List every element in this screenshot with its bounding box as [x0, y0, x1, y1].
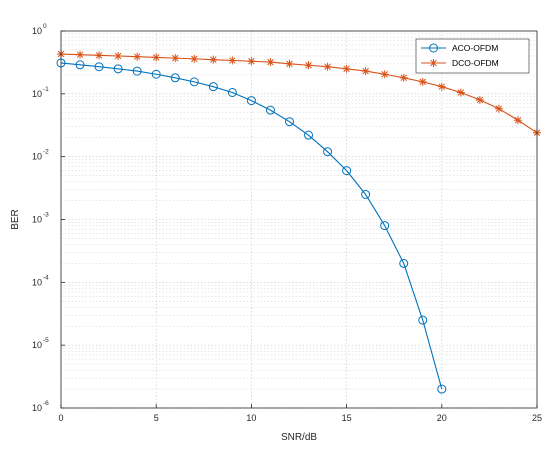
y-tick-label: 10: [32, 215, 42, 225]
data-point: [284, 117, 294, 127]
y-tick-exponent: -2: [43, 149, 49, 156]
data-point: [437, 384, 447, 394]
data-point: [380, 221, 390, 231]
y-tick-exponent: -3: [43, 212, 49, 219]
grid: [60, 30, 538, 409]
data-point: [494, 104, 503, 113]
data-point: [418, 77, 427, 86]
x-tick-label: 25: [532, 413, 542, 423]
data-point: [285, 59, 294, 68]
y-tick-exponent: -5: [43, 337, 49, 344]
data-point: [304, 61, 313, 70]
data-point: [170, 73, 180, 83]
data-point: [304, 130, 314, 140]
data-point: [246, 96, 256, 106]
legend-aco-marker: [429, 43, 438, 53]
data-point: [190, 54, 199, 63]
y-tick-label: 10: [32, 277, 42, 287]
x-tick-label: 5: [154, 413, 159, 423]
data-point: [113, 64, 123, 74]
y-tick-label: 10: [32, 89, 42, 99]
data-point: [361, 67, 370, 76]
y-tick-label: 10: [32, 26, 42, 36]
data-point: [399, 258, 409, 268]
data-point: [76, 50, 85, 59]
data-point: [95, 51, 104, 60]
data-point: [114, 52, 123, 61]
x-tick-label: 20: [437, 413, 447, 423]
y-tick-label: 10: [32, 340, 42, 350]
data-point: [171, 54, 180, 63]
y-tick-exponent: -6: [43, 400, 49, 407]
data-point: [189, 77, 199, 87]
data-point: [132, 66, 142, 76]
x-tick-label: 0: [58, 413, 63, 423]
data-point: [380, 70, 389, 79]
data-point: [361, 189, 371, 199]
data-point: [437, 82, 446, 91]
legend: ACO-OFDM DCO-OFDM: [415, 38, 530, 74]
data-point: [266, 58, 275, 67]
legend-dco-label: DCO-OFDM: [452, 58, 499, 68]
data-point: [228, 56, 237, 65]
data-point: [152, 53, 161, 62]
x-axis-label: SNR/dB: [281, 432, 317, 443]
legend-aco-label: ACO-OFDM: [452, 43, 498, 53]
data-point: [265, 105, 275, 115]
legend-box: [415, 38, 530, 74]
data-point: [513, 116, 522, 125]
x-tick-label: 15: [342, 413, 352, 423]
data-point: [247, 57, 256, 66]
data-point: [75, 60, 85, 70]
data-point: [342, 64, 351, 73]
data-point: [323, 147, 333, 157]
y-tick-exponent: -4: [43, 274, 49, 281]
data-point: [418, 315, 428, 325]
series-line-aco-ofdm: [60, 62, 443, 390]
data-point: [323, 62, 332, 71]
legend-asterisk: [429, 59, 438, 67]
data-point: [151, 69, 161, 79]
ticks: 10 010 -110 -210 -310 -410 -510 -60 5 10 15 20 25: [32, 23, 542, 423]
data-point: [475, 95, 484, 104]
data-point: [399, 73, 408, 82]
y-tick-exponent: -1: [43, 86, 49, 93]
y-tick-label: 10: [32, 403, 42, 413]
series-layer: [56, 50, 541, 394]
data-point: [456, 88, 465, 97]
x-tick-label: 10: [246, 413, 256, 423]
data-point: [342, 166, 352, 176]
data-point: [208, 82, 218, 92]
data-point: [94, 62, 104, 72]
y-tick-exponent: 0: [43, 23, 47, 30]
data-point: [209, 55, 218, 64]
data-point: [227, 88, 237, 98]
legend-dco-marker: [429, 59, 438, 67]
y-tick-label: 10: [32, 152, 42, 162]
data-point: [133, 52, 142, 61]
y-axis-label: BER: [10, 209, 21, 230]
